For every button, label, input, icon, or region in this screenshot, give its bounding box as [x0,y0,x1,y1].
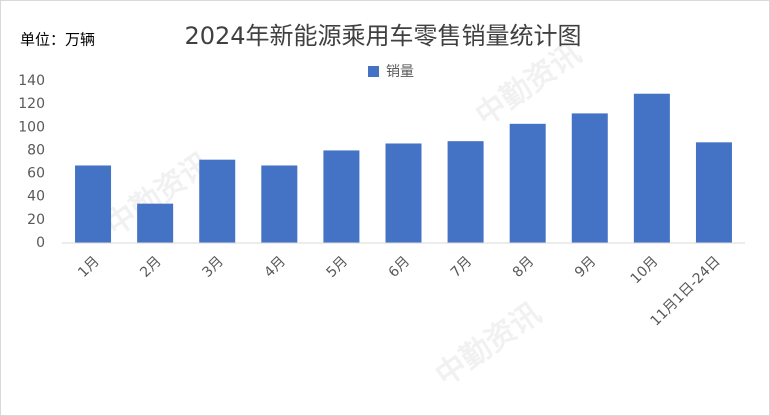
bar [633,93,670,243]
bar [447,141,484,243]
chart-title: 2024年新能源乘用车零售销量统计图 [184,22,581,50]
y-tick-label: 20 [27,212,45,228]
bar [509,123,546,243]
bar [261,165,298,243]
bar [323,150,360,243]
legend-label: 销量 [386,64,414,80]
legend-swatch [368,66,379,77]
bar [695,142,732,243]
bar [75,165,112,243]
y-tick-label: 140 [18,73,45,89]
bar [571,113,608,244]
bar [137,203,174,243]
y-tick-label: 60 [27,166,45,182]
bar [199,159,236,243]
bar [385,143,422,243]
y-tick-label: 0 [36,235,45,251]
y-tick-label: 100 [18,119,45,135]
y-tick-label: 40 [27,189,45,205]
y-tick-label: 80 [27,142,45,158]
y-tick-label: 120 [18,96,45,112]
unit-label: 单位：万辆 [20,31,95,49]
